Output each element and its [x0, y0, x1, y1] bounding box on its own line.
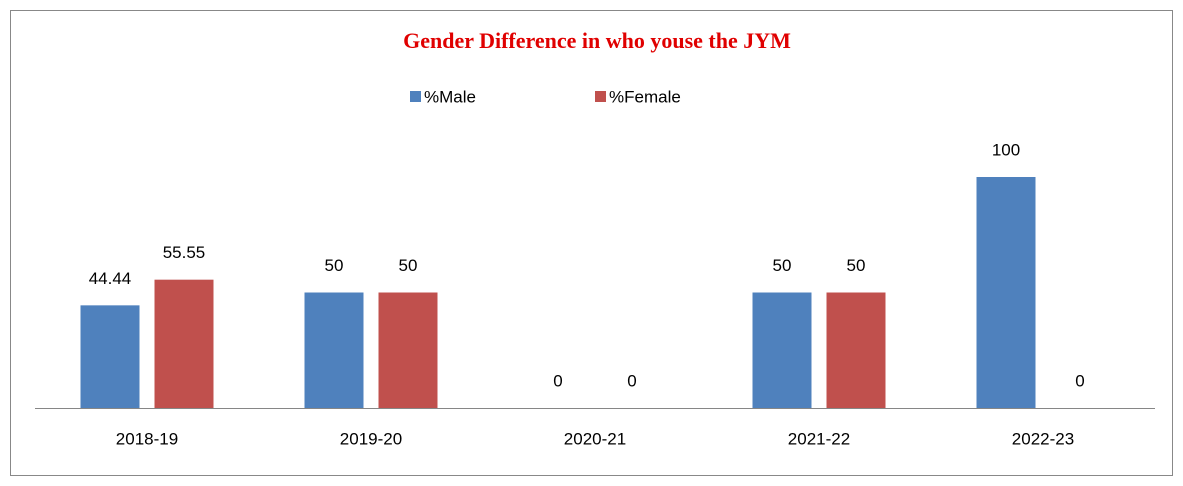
x-tick-label: 2021-22: [788, 429, 850, 448]
data-label: 50: [399, 256, 418, 275]
data-label: 0: [553, 371, 562, 390]
bar: [976, 177, 1036, 408]
data-label: 50: [773, 256, 792, 275]
x-tick-label: 2019-20: [340, 429, 402, 448]
data-label: 100: [992, 140, 1020, 159]
data-label: 0: [1075, 371, 1084, 390]
bar: [80, 305, 140, 408]
bar: [154, 279, 214, 408]
legend-swatch: [410, 91, 421, 102]
x-tick-label: 2018-19: [116, 429, 178, 448]
x-tick-label: 2020-21: [564, 429, 626, 448]
x-tick-label: 2022-23: [1012, 429, 1074, 448]
chart-title: Gender Difference in who youse the JYM: [403, 28, 791, 53]
data-label: 50: [325, 256, 344, 275]
legend-swatch: [595, 91, 606, 102]
bar: [304, 292, 364, 408]
legend-label: %Male: [424, 87, 476, 106]
data-label: 0: [627, 371, 636, 390]
data-label: 50: [847, 256, 866, 275]
legend-label: %Female: [609, 87, 681, 106]
bar: [752, 292, 812, 408]
bar: [378, 292, 438, 408]
bar: [826, 292, 886, 408]
data-label: 55.55: [163, 243, 206, 262]
data-label: 44.44: [89, 269, 132, 288]
